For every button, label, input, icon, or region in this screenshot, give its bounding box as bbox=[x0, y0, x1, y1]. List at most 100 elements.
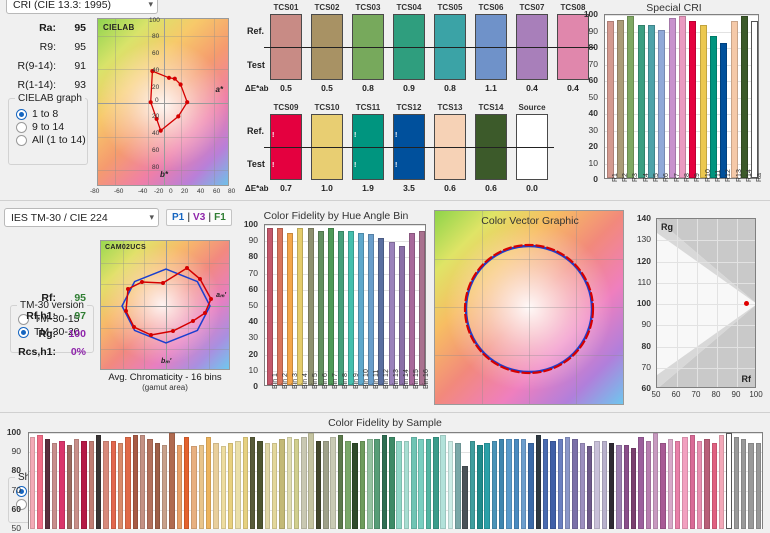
bar bbox=[235, 440, 241, 529]
hue-bin-title: Color Fidelity by Hue Angle Bin bbox=[263, 210, 409, 222]
y-axis-tick: 110 bbox=[637, 276, 651, 287]
rfrg-data-point bbox=[744, 301, 749, 306]
y-axis-tick: 90 bbox=[248, 235, 258, 246]
tcs-delta-value: 0.5 bbox=[280, 83, 292, 93]
y-axis-tick: 10 bbox=[588, 157, 598, 168]
y-axis-tick: 80 bbox=[11, 465, 21, 476]
x-axis-tick: R11 bbox=[715, 169, 722, 182]
bar bbox=[637, 24, 645, 178]
bar bbox=[579, 442, 586, 529]
special-cri-chart[interactable]: Special CRI 0 10 20 30 40 50 60 70 80 90 100 R1 R2 R… bbox=[578, 0, 770, 198]
radio-cielab-1to8[interactable]: 1 to 8 bbox=[16, 108, 87, 120]
rfrg-xlabel: Rf bbox=[741, 374, 752, 384]
bar bbox=[345, 440, 351, 529]
view-tabs[interactable]: P1 | V3 | F1 bbox=[166, 209, 232, 226]
metric-label: Rcs,h1: bbox=[18, 346, 56, 358]
cam02ucs-plot[interactable]: CAM02UCS aₘ' bₘ' bbox=[100, 240, 230, 370]
x-axis-tick: Bin 6 bbox=[322, 373, 330, 389]
bar bbox=[627, 16, 635, 178]
radio-label: All (1 to 14) bbox=[32, 134, 86, 146]
tab-v3[interactable]: V3 bbox=[193, 212, 206, 223]
bar bbox=[398, 245, 405, 385]
tab-p1[interactable]: P1 bbox=[172, 212, 185, 223]
tcs-delta-value: 0.5 bbox=[321, 83, 333, 93]
y-axis-tick: 0 bbox=[253, 381, 258, 391]
x-axis-tick: Bin 3 bbox=[291, 373, 299, 389]
tcs-warning-icon: ! bbox=[354, 132, 357, 140]
cielab-xlabel: a* bbox=[215, 85, 223, 94]
vector-title: Color Vector Graphic bbox=[481, 215, 579, 227]
cielab-plot[interactable]: CIELAB a* b* bbox=[97, 18, 229, 186]
metric-value: 95 bbox=[74, 292, 86, 304]
radio-cielab-all[interactable]: All (1 to 14) bbox=[16, 134, 87, 146]
y-axis-tick: 0 bbox=[593, 174, 598, 184]
tcs-sample-name: TCS03 bbox=[355, 3, 381, 12]
gridline bbox=[29, 471, 762, 473]
metric-value: 91 bbox=[74, 60, 86, 72]
x-axis-tick: Bin 9 bbox=[352, 373, 360, 389]
gridline bbox=[265, 322, 425, 324]
bar bbox=[484, 442, 490, 529]
y-axis-tick: 140 bbox=[636, 213, 651, 223]
bar bbox=[317, 231, 324, 385]
bar bbox=[682, 436, 688, 529]
gridline bbox=[265, 306, 425, 307]
bar bbox=[741, 16, 748, 178]
gridline bbox=[265, 338, 425, 340]
metric-row: R(9-14): 91 bbox=[4, 60, 90, 72]
cielab-y-axis bbox=[164, 19, 165, 185]
tm30-method-select[interactable]: IES TM-30 / CIE 224 ▾ bbox=[4, 208, 159, 227]
bar bbox=[543, 438, 549, 529]
bar bbox=[499, 438, 505, 529]
radio-cielab-9to14[interactable]: 9 to 14 bbox=[16, 121, 87, 133]
tcs-sample-name: TCS08 bbox=[560, 3, 586, 12]
bar bbox=[29, 436, 36, 529]
metric-value: 93 bbox=[74, 79, 86, 91]
bar bbox=[205, 436, 212, 529]
cri-method-select[interactable]: CRI (CIE 13.3: 1995) ▾ bbox=[6, 0, 158, 14]
tcs-divider bbox=[387, 47, 431, 48]
bar bbox=[696, 440, 703, 529]
bar bbox=[521, 438, 527, 529]
hue-bin-chart[interactable]: Color Fidelity by Hue Angle Bin 0 10 20 30 4… bbox=[238, 208, 434, 408]
bar bbox=[565, 436, 571, 529]
y-axis-tick: 100 bbox=[583, 9, 598, 19]
tcs-sample-name: TCS04 bbox=[396, 3, 422, 12]
tcs-warning-icon: ! bbox=[354, 161, 357, 169]
bar bbox=[667, 438, 674, 529]
bar bbox=[323, 440, 329, 529]
radio-tm30-15[interactable]: TM-30-15 bbox=[18, 313, 93, 325]
x-axis-tick: Bin 16 bbox=[423, 369, 431, 389]
tcs-delta-label-1: ΔE*ab bbox=[245, 84, 269, 93]
cri-method-value: CRI (CIE 13.3: 1995) bbox=[13, 0, 112, 11]
bar bbox=[418, 438, 424, 529]
bar bbox=[550, 440, 556, 529]
x-axis-tick: 70 bbox=[691, 390, 701, 399]
bar bbox=[638, 436, 644, 529]
tcs-delta-value: 0.6 bbox=[485, 183, 497, 193]
bar bbox=[751, 21, 758, 178]
radio-label: TM-30-15 bbox=[34, 313, 80, 325]
cam-caption-line1: Avg. Chromaticity - 16 bins bbox=[108, 372, 222, 383]
x-axis-tick: Bin 8 bbox=[342, 373, 350, 389]
bar bbox=[418, 231, 425, 385]
x-axis-tick: 80 bbox=[711, 390, 721, 399]
cam-caption: Avg. Chromaticity - 16 bins (gamut area) bbox=[92, 372, 238, 392]
bar bbox=[198, 444, 204, 529]
bar bbox=[704, 438, 710, 529]
tcs-divider bbox=[510, 47, 554, 48]
x-axis-tick: R2 bbox=[622, 173, 629, 182]
x-axis-tick: Bin 1 bbox=[271, 373, 279, 389]
x-axis-tick: Bin 7 bbox=[332, 373, 340, 389]
cielab-xticks: -80 -60 -40 -20 0 20 40 60 80 bbox=[90, 188, 236, 195]
bar bbox=[748, 442, 754, 529]
rf-rg-chart[interactable]: Rg Rf 60 70 80 90 100 110 120 130 140 50 60 70 80 90… bbox=[630, 208, 770, 408]
sample-chart[interactable]: Color Fidelity by Sample 50 60 70 80 90 100 bbox=[0, 414, 770, 533]
tab-f1[interactable]: F1 bbox=[214, 212, 226, 223]
cam-x-axis bbox=[101, 306, 229, 307]
tcs-delta-value: 0.6 bbox=[444, 183, 456, 193]
color-vector-graphic[interactable]: Color Vector Graphic bbox=[434, 210, 624, 405]
tcs-delta-value: 0.4 bbox=[567, 83, 579, 93]
x-axis-tick: R14 bbox=[746, 169, 753, 182]
radio-tm30-20[interactable]: TM-30-20 bbox=[18, 326, 93, 338]
